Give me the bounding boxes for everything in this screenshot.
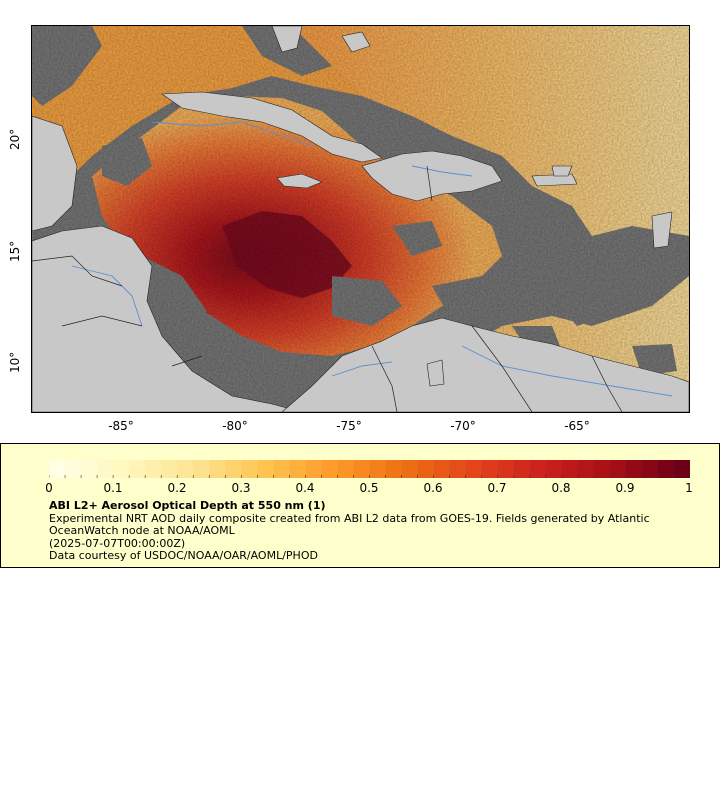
legend-description: Experimental NRT AOD daily composite cre… xyxy=(49,511,650,525)
colorbar-step xyxy=(609,460,627,478)
y-tick-label: 20° xyxy=(8,128,22,150)
south-america-land xyxy=(281,317,689,412)
colorbar-step xyxy=(225,460,242,478)
colorbar-tick-label: 0.9 xyxy=(615,481,635,495)
legend-panel: 0 0.1 0.2 0.3 0.4 0.5 0.6 0.7 0.8 0.9 1 … xyxy=(0,443,720,568)
colorbar-tick-label: 0.8 xyxy=(551,481,571,495)
colorbar-step xyxy=(273,460,290,478)
y-tick-label: 10° xyxy=(8,351,22,373)
x-tick-label: -70° xyxy=(450,419,476,433)
colorbar-step xyxy=(257,460,274,478)
y-tick-label: 15° xyxy=(8,240,22,262)
colorbar-step xyxy=(129,460,146,478)
colorbar-step xyxy=(593,460,611,478)
legend-title: ABI L2+ Aerosol Optical Depth at 550 nm … xyxy=(49,499,326,512)
x-tick-label: -65° xyxy=(564,419,590,433)
colorbar-step xyxy=(65,460,82,478)
colorbar-step xyxy=(449,460,467,478)
colorbar-step xyxy=(401,460,419,478)
colorbar-tick-label: 0.7 xyxy=(487,481,507,495)
colorbar-step xyxy=(369,460,387,478)
colorbar-step xyxy=(577,460,595,478)
colorbar-step xyxy=(641,460,659,478)
colorbar-tick-label: 1 xyxy=(685,481,693,495)
jamaica-land xyxy=(276,173,323,189)
colorbar-step xyxy=(385,460,403,478)
colorbar-step xyxy=(49,460,66,478)
colorbar xyxy=(49,460,690,478)
colorbar-step xyxy=(353,460,370,478)
colorbar-step xyxy=(673,460,690,478)
colorbar-step xyxy=(465,460,483,478)
colorbar-step xyxy=(497,460,515,478)
colorbar-step xyxy=(161,460,178,478)
borders xyxy=(32,165,623,412)
cuba-land xyxy=(161,91,383,163)
colorbar-step xyxy=(177,460,194,478)
colorbar-step xyxy=(289,460,306,478)
map-area[interactable] xyxy=(31,25,690,413)
colorbar-step xyxy=(113,460,130,478)
colorbar-step xyxy=(545,460,563,478)
colorbar-step xyxy=(657,460,675,478)
colorbar-step xyxy=(417,460,435,478)
legend-description-cont: OceanWatch node at NOAA/AOML xyxy=(49,524,235,537)
colorbar-step xyxy=(561,460,579,478)
x-tick-label: -85° xyxy=(108,419,134,433)
colorbar-tick-label: 0.5 xyxy=(359,481,379,495)
colorbar-tick-label: 0.4 xyxy=(295,481,315,495)
x-tick-label: -80° xyxy=(222,419,248,433)
legend-date: (2025-07-07T00:00:00Z) xyxy=(49,536,186,550)
colorbar-step xyxy=(305,460,322,478)
aod-map xyxy=(32,26,689,412)
colorbar-tick-label: 0.1 xyxy=(103,481,123,495)
colorbar-step xyxy=(193,460,210,478)
colorbar-step xyxy=(337,460,354,478)
legend-credit: Data courtesy of USDOC/NOAA/OAR/AOML/PHO… xyxy=(49,549,318,562)
x-tick-label: -75° xyxy=(336,419,362,433)
colorbar-step xyxy=(241,460,258,478)
colorbar-tick-label: 0.2 xyxy=(167,481,187,495)
colorbar-step xyxy=(145,460,162,478)
yucatan-land xyxy=(32,115,78,232)
colorbar-step xyxy=(529,460,547,478)
colorbar-step xyxy=(513,460,531,478)
colorbar-step xyxy=(209,460,226,478)
colorbar-tick-label: 0.6 xyxy=(423,481,443,495)
colorbar-step xyxy=(481,460,499,478)
colorbar-step xyxy=(625,460,643,478)
hispaniola-land xyxy=(361,150,503,202)
colorbar-step xyxy=(433,460,451,478)
legend-text: ABI L2+ Aerosol Optical Depth at 550 nm … xyxy=(49,499,699,563)
colorbar-step xyxy=(321,460,338,478)
colorbar-step xyxy=(97,460,114,478)
colorbar-tick-label: 0.3 xyxy=(231,481,251,495)
colorbar-tick-label: 0 xyxy=(45,481,53,495)
colorbar-step xyxy=(81,460,98,478)
